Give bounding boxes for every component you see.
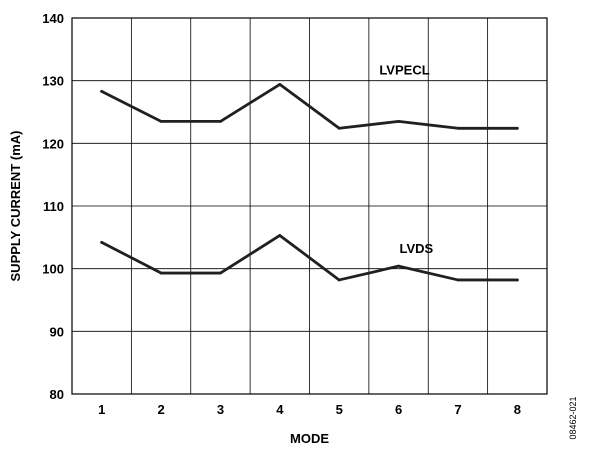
y-tick-label: 110 xyxy=(43,199,64,214)
data-point-lvpecl xyxy=(397,120,400,123)
series-line-lvds xyxy=(100,234,519,282)
data-point-lvpecl xyxy=(219,120,222,123)
y-tick-label: 80 xyxy=(50,387,64,402)
grid-lines xyxy=(72,18,547,394)
y-axis-label: SUPPLY CURRENT (mA) xyxy=(8,131,23,282)
y-tick-label: 120 xyxy=(42,136,64,151)
series-label-lvpecl: LVPECL xyxy=(379,62,429,77)
data-point-lvds xyxy=(100,240,104,244)
x-tick-label: 4 xyxy=(276,402,284,417)
y-tick-label: 130 xyxy=(42,74,64,89)
figure-id: 08462-021 xyxy=(568,396,578,439)
data-point-lvpecl xyxy=(515,126,519,130)
data-point-lvds xyxy=(278,234,282,237)
data-point-lvpecl xyxy=(337,126,341,130)
series-line-lvpecl xyxy=(100,83,519,130)
y-tick-label: 100 xyxy=(42,262,64,277)
y-tick-label: 140 xyxy=(42,11,64,26)
x-tick-label: 1 xyxy=(98,402,105,417)
data-point-lvpecl xyxy=(100,89,104,93)
x-tick-label: 3 xyxy=(217,402,224,417)
series-label-lvds: LVDS xyxy=(400,241,434,256)
x-tick-labels: 1 2 3 4 5 6 7 8 xyxy=(98,402,521,417)
data-point-lvpecl xyxy=(159,120,163,123)
data-point-lvpecl xyxy=(278,83,282,86)
x-tick-label: 7 xyxy=(454,402,461,417)
data-point-lvds xyxy=(456,278,460,282)
x-tick-label: 2 xyxy=(157,402,164,417)
x-axis-label: MODE xyxy=(290,431,329,446)
data-point-lvds xyxy=(337,278,341,282)
series-layer: LVPECL LVDS xyxy=(100,62,519,282)
y-tick-labels: 80 90 100 110 120 130 140 xyxy=(42,11,64,402)
data-point-lvds xyxy=(219,271,222,275)
data-point-lvds xyxy=(515,278,519,282)
data-point-lvpecl xyxy=(456,126,460,130)
plot-frame xyxy=(71,17,548,395)
x-tick-label: 8 xyxy=(514,402,521,417)
x-tick-label: 6 xyxy=(395,402,402,417)
y-tick-label: 90 xyxy=(50,324,64,339)
x-tick-label: 5 xyxy=(336,402,343,417)
data-point-lvds xyxy=(159,271,163,275)
data-point-lvds xyxy=(397,264,400,268)
